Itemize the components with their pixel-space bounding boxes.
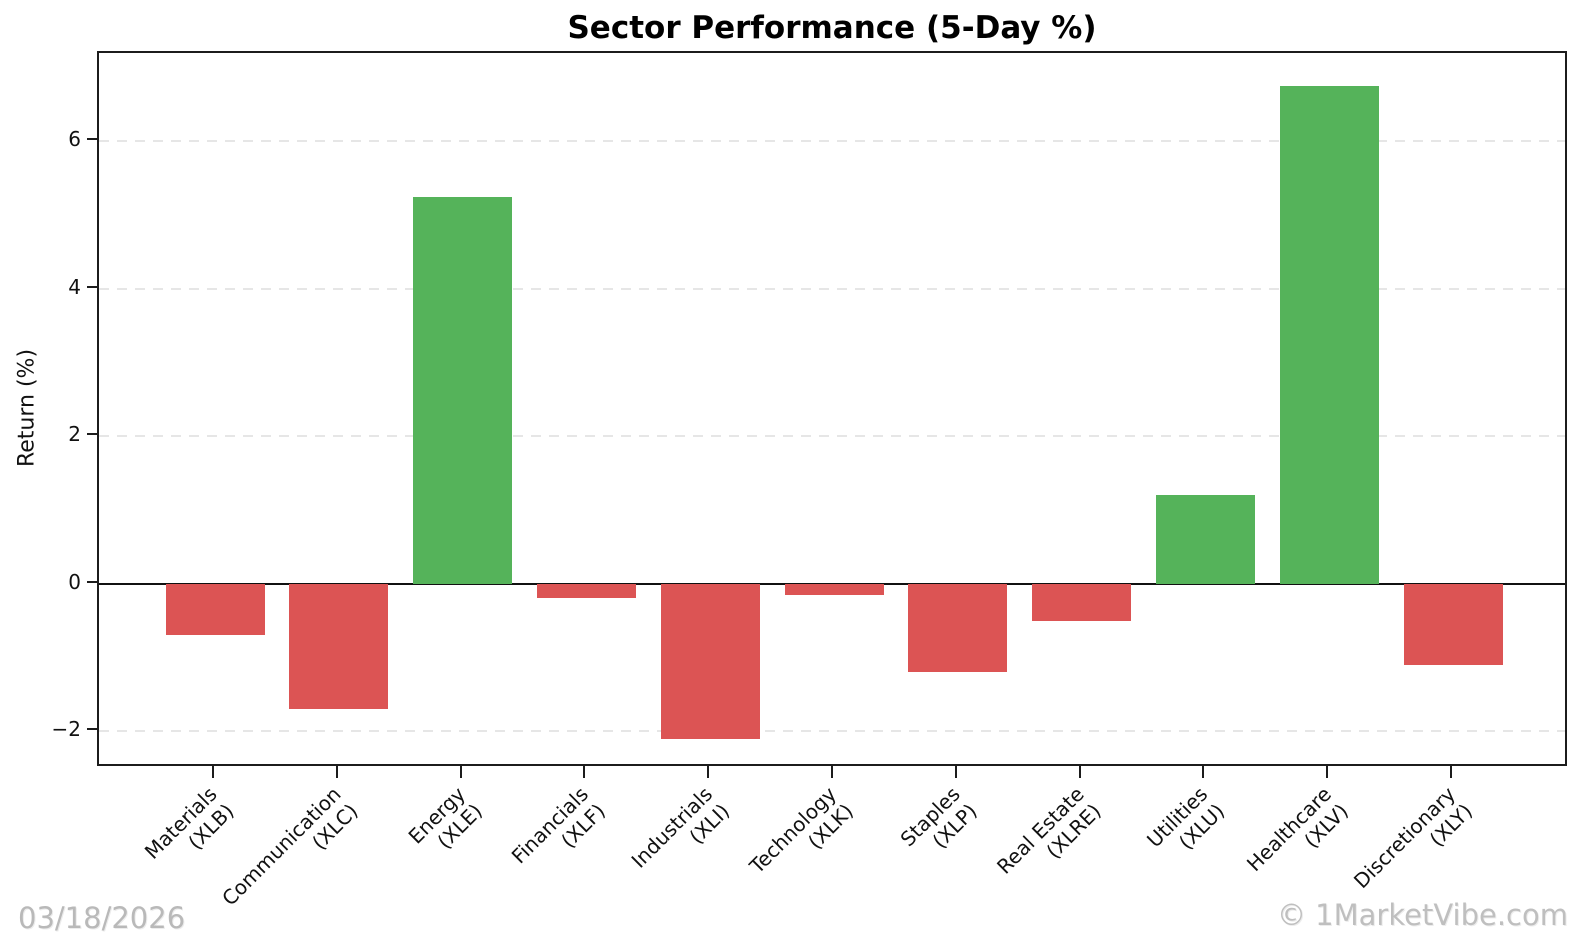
bar-discretionary <box>1403 583 1503 665</box>
bar-technology <box>784 583 884 595</box>
x-tick-label-xlre: Real Estate (XLRE) <box>992 782 1106 896</box>
x-tick-mark-10 <box>1450 766 1452 778</box>
y-tick-label--2: −2 <box>51 717 81 742</box>
x-tick-label-xlk: Technology (XLK) <box>745 782 858 895</box>
x-tick-label-xlc: Communication (XLC) <box>217 782 362 927</box>
x-tick-label-xlb: Materials (XLB) <box>140 782 239 881</box>
gridline-y2 <box>99 435 1565 438</box>
bar-real-estate <box>1032 583 1132 621</box>
x-tick-mark-5 <box>831 766 833 778</box>
copyright-watermark: © 1MarketVibe.com <box>1276 898 1568 932</box>
y-tick-label-6: 6 <box>68 127 81 152</box>
x-tick-mark-2 <box>459 766 462 778</box>
y-tick-mark--2 <box>87 728 97 731</box>
y-tick-mark-4 <box>87 285 97 288</box>
x-tick-label-xlp: Staples (XLP) <box>896 782 982 868</box>
gridline-y6 <box>99 140 1565 143</box>
x-tick-mark-0 <box>212 766 214 778</box>
x-tick-label-xlu: Utilities (XLU) <box>1142 782 1229 869</box>
bar-utilities <box>1155 495 1255 584</box>
chart-title: Sector Performance (5-Day %) <box>567 10 1097 46</box>
gridline-y-2 <box>99 730 1565 733</box>
bar-materials <box>165 583 265 636</box>
bar-financials <box>536 583 636 599</box>
x-tick-mark-4 <box>707 766 710 778</box>
x-tick-mark-9 <box>1326 766 1329 778</box>
y-tick-mark-6 <box>87 138 97 141</box>
x-tick-label-xly: Discretionary (XLY) <box>1349 782 1477 910</box>
bar-energy <box>413 196 513 584</box>
x-tick-label-xle: Energy (XLE) <box>403 782 486 865</box>
x-tick-label-xlv: Healthcare (XLV) <box>1242 782 1353 893</box>
x-tick-mark-3 <box>583 766 586 778</box>
gridline-y4 <box>99 287 1565 290</box>
x-tick-label-xlf: Financials (XLF) <box>507 782 610 885</box>
y-tick-label-4: 4 <box>68 274 81 299</box>
y-tick-mark-0 <box>87 580 97 583</box>
date-watermark: 03/18/2026 <box>18 901 186 935</box>
y-axis-label: Return (%) <box>14 348 40 468</box>
bar-healthcare <box>1279 86 1379 584</box>
bar-industrials <box>660 583 760 739</box>
y-tick-label-2: 2 <box>68 422 81 447</box>
x-tick-mark-6 <box>954 766 957 778</box>
x-tick-mark-1 <box>335 766 338 778</box>
x-tick-mark-7 <box>1078 766 1081 778</box>
plot-area <box>97 51 1567 766</box>
bar-staples <box>908 583 1008 673</box>
bar-communication <box>289 583 389 710</box>
y-tick-mark-2 <box>87 433 97 436</box>
x-tick-mark-8 <box>1202 766 1205 778</box>
y-tick-label-0: 0 <box>68 569 81 594</box>
x-tick-label-xli: Industrials (XLI) <box>627 782 735 890</box>
